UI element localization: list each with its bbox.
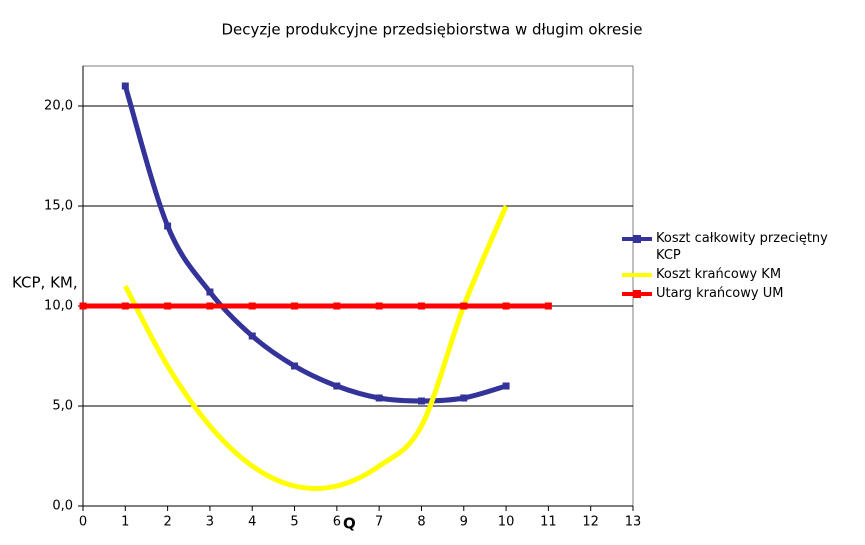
marker bbox=[502, 382, 510, 390]
marker bbox=[333, 302, 341, 310]
series-line bbox=[123, 205, 509, 491]
marker bbox=[502, 302, 510, 310]
marker bbox=[206, 302, 214, 310]
x-tick-label: 10 bbox=[498, 515, 515, 530]
marker bbox=[544, 302, 552, 310]
marker bbox=[206, 288, 214, 296]
marker bbox=[79, 302, 87, 310]
x-tick-label: 11 bbox=[540, 515, 557, 530]
legend-key bbox=[622, 230, 652, 247]
legend-key bbox=[622, 266, 652, 283]
x-tick-label: 3 bbox=[206, 515, 214, 530]
marker bbox=[460, 394, 468, 402]
x-axis-label: Q bbox=[343, 515, 356, 533]
y-tick-label: 0,0 bbox=[52, 499, 73, 514]
legend-label: Utarg krańcowy UM bbox=[656, 286, 784, 301]
legend-item: Utarg krańcowy UM bbox=[622, 285, 857, 302]
marker bbox=[333, 382, 341, 390]
y-tick-label: 20,0 bbox=[44, 99, 73, 114]
marker bbox=[291, 362, 299, 370]
x-tick-label: 8 bbox=[417, 515, 425, 530]
x-tick-label: 1 bbox=[121, 515, 129, 530]
marker bbox=[248, 332, 256, 340]
marker bbox=[121, 82, 129, 90]
x-tick-label: 12 bbox=[582, 515, 599, 530]
chart-title: Decyzje produkcyjne przedsiębiorstwa w d… bbox=[221, 21, 642, 39]
marker bbox=[164, 222, 172, 230]
y-tick-label: 5,0 bbox=[52, 399, 73, 414]
legend-item: Koszt całkowity przeciętny KCP bbox=[622, 230, 857, 264]
plot-area bbox=[82, 65, 634, 507]
x-tick-label: 4 bbox=[248, 515, 256, 530]
marker bbox=[417, 397, 425, 405]
marker bbox=[375, 394, 383, 402]
x-tick-label: 0 bbox=[79, 515, 87, 530]
marker bbox=[375, 302, 383, 310]
legend: Koszt całkowity przeciętny KCP Koszt krań… bbox=[622, 230, 857, 304]
legend-key bbox=[622, 285, 652, 302]
legend-item: Koszt krańcowy KM bbox=[622, 266, 857, 283]
legend-label: Koszt całkowity przeciętny KCP bbox=[656, 231, 828, 263]
marker bbox=[291, 302, 299, 310]
x-tick-label: 5 bbox=[290, 515, 298, 530]
x-tick-label: 7 bbox=[375, 515, 383, 530]
x-tick-label: 9 bbox=[460, 515, 468, 530]
marker bbox=[248, 302, 256, 310]
marker bbox=[121, 302, 129, 310]
marker bbox=[417, 302, 425, 310]
y-tick-label: 10,0 bbox=[44, 299, 73, 314]
x-tick-label: 13 bbox=[625, 515, 642, 530]
legend-label: Koszt krańcowy KM bbox=[656, 267, 782, 282]
marker bbox=[460, 302, 468, 310]
y-tick-label: 15,0 bbox=[44, 199, 73, 214]
x-tick-label: 2 bbox=[163, 515, 171, 530]
marker bbox=[164, 302, 172, 310]
x-tick-label: 6 bbox=[333, 515, 341, 530]
